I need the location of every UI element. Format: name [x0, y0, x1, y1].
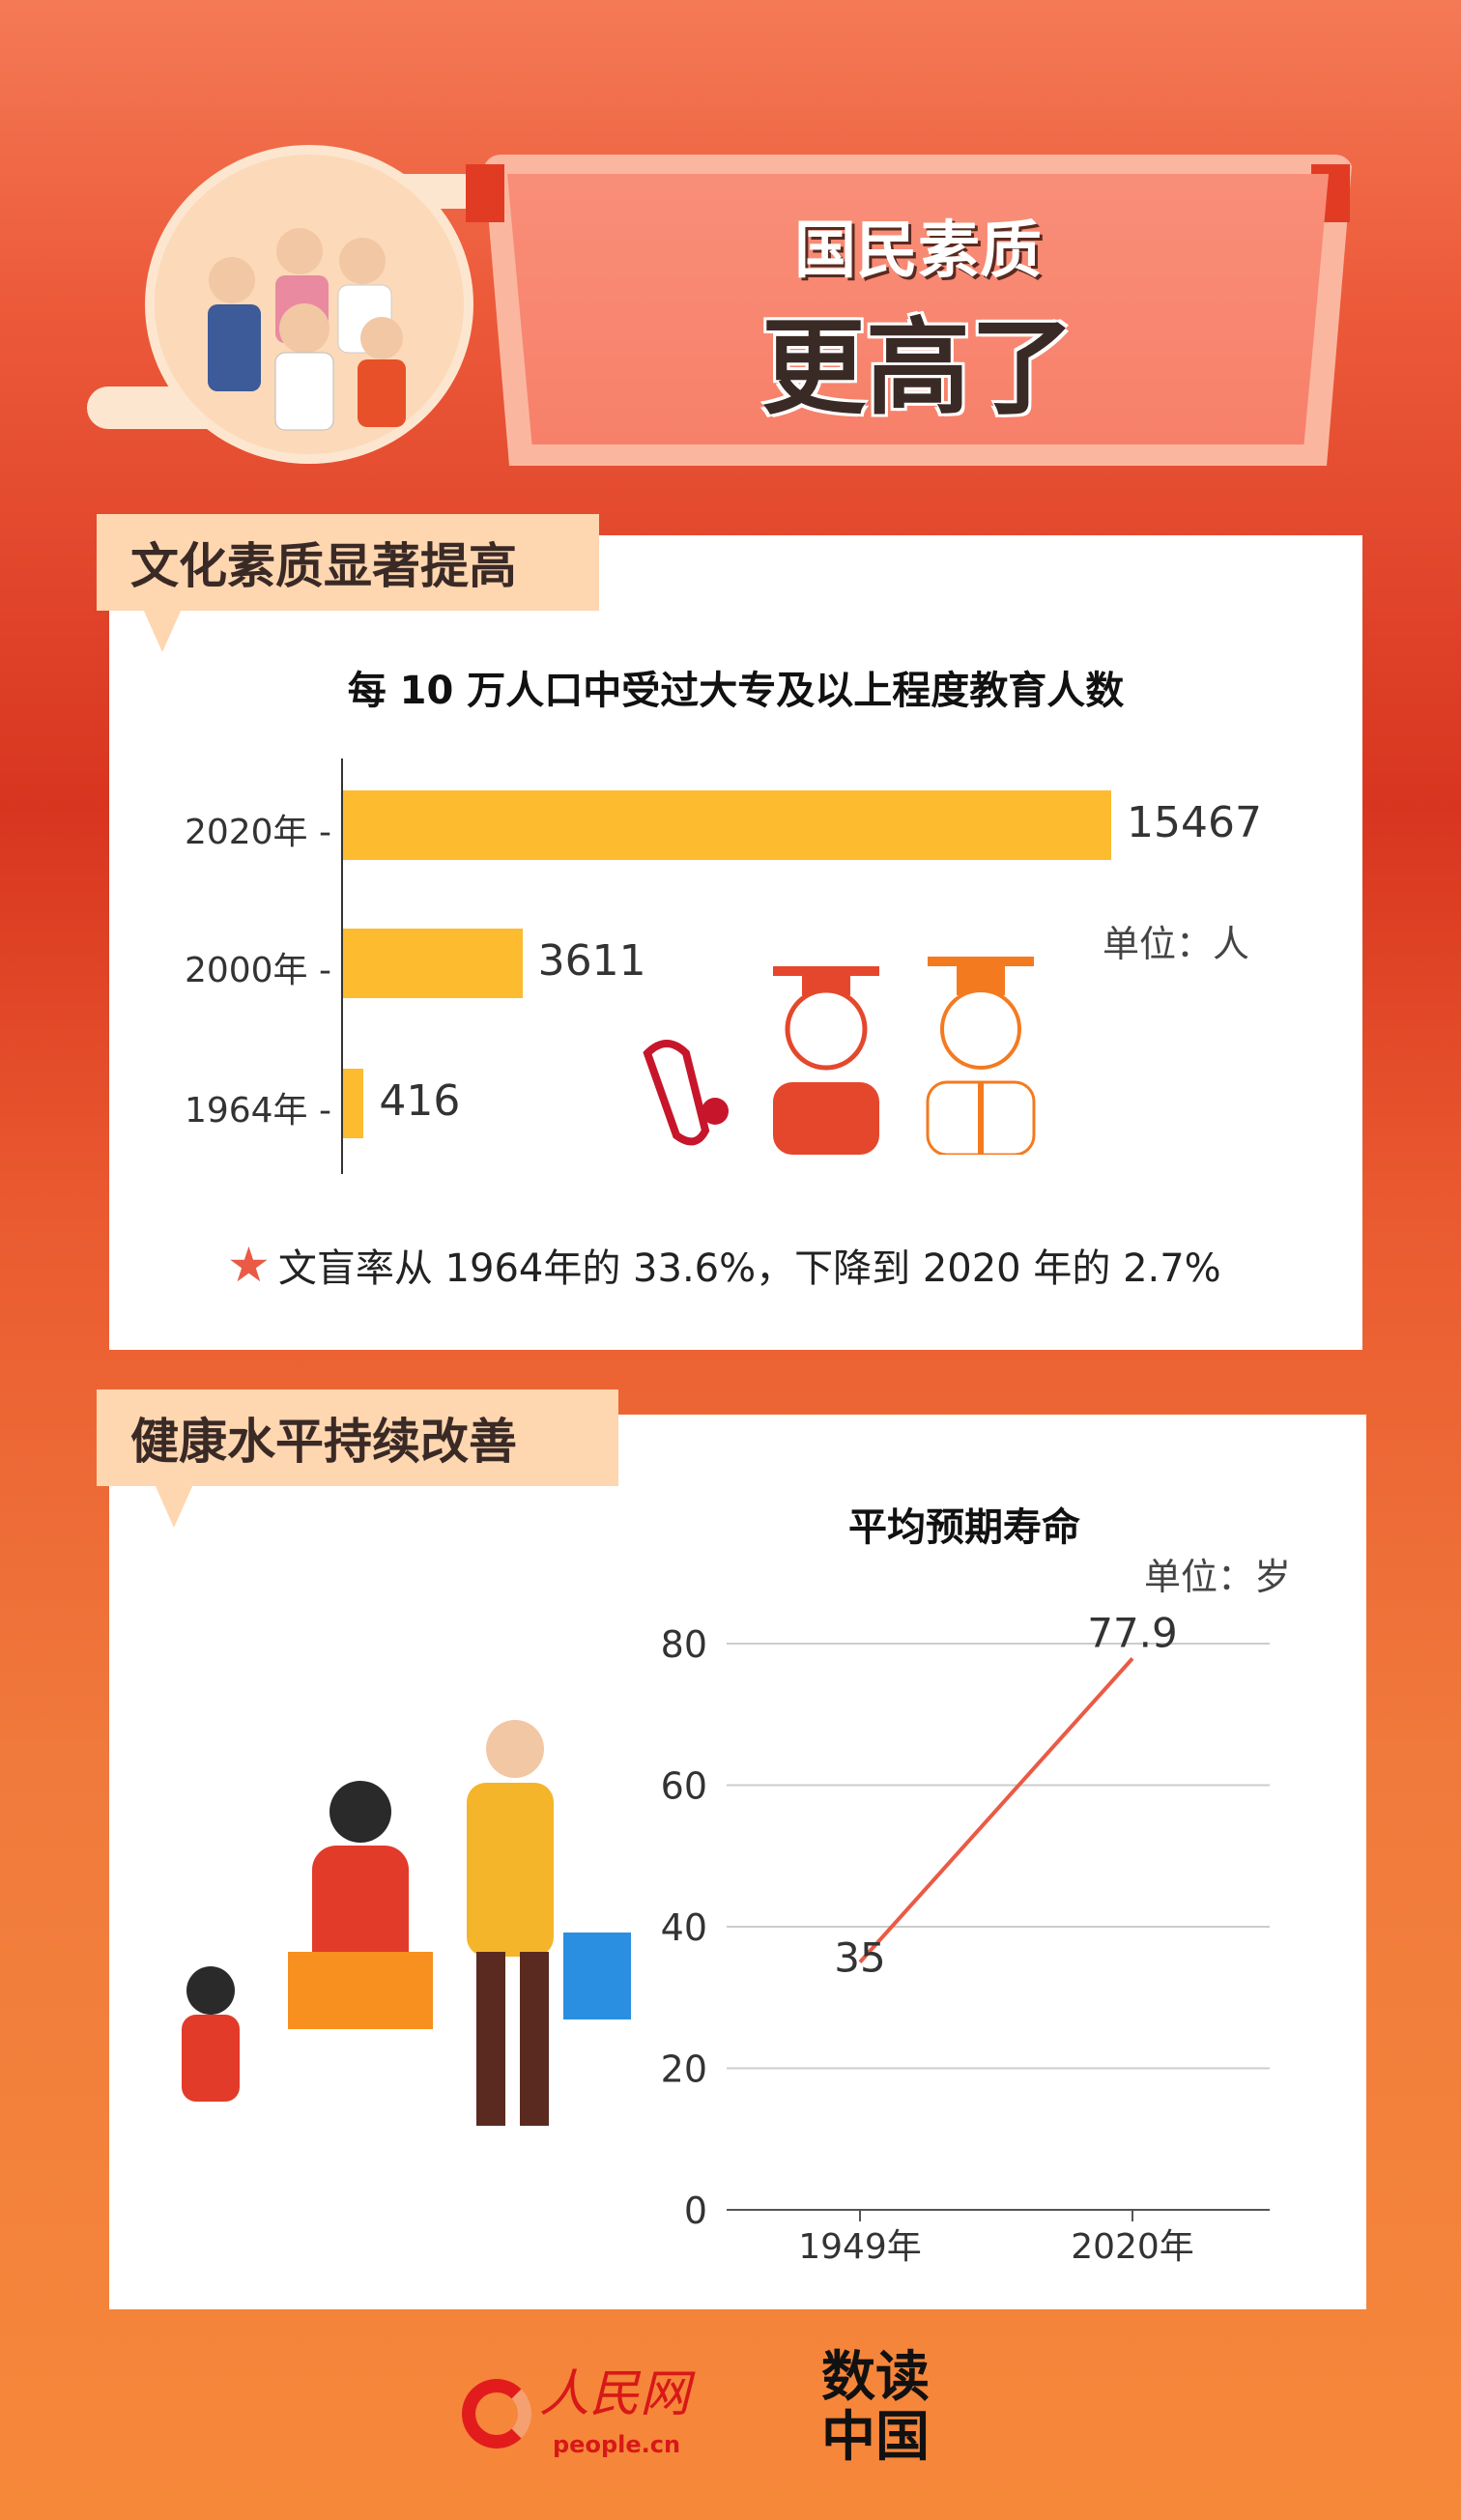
page-title-line1: 国民素质	[794, 215, 1042, 287]
people-logo-icon	[462, 2379, 531, 2448]
section-label-education: 文化素质显著提高	[97, 514, 599, 611]
label-pointer	[143, 609, 182, 652]
bar-1964年	[343, 1069, 364, 1138]
bar-2020年	[343, 790, 1111, 860]
bar-2000年	[343, 929, 523, 998]
unit-label: 单位：人	[1103, 923, 1250, 965]
star-icon: ★	[227, 1237, 271, 1293]
chart-title: 每 10 万人口中受过大专及以上程度教育人数	[347, 669, 1125, 713]
shudu-zhongguo-logo: 数读中国	[821, 2345, 930, 2469]
category-label: 2000年 -	[184, 951, 331, 990]
illiteracy-note: ★ 文盲率从 1964年的 33.6%，下降到 2020 年的 2.7%	[227, 1237, 1221, 1293]
value-label: 416	[379, 1076, 461, 1126]
banner-ribbon	[466, 164, 504, 222]
people-logo-sub: people.cn	[553, 2431, 681, 2458]
y-axis	[341, 759, 343, 1174]
chart-title: 平均预期寿命	[848, 1505, 1080, 1550]
value-label: 15467	[1127, 798, 1262, 847]
professionals-illustration	[145, 145, 473, 464]
page-title-line2: 更高了	[760, 308, 1074, 429]
family-shopping-illustration	[153, 1710, 636, 2159]
illiteracy-note-text: 文盲率从 1964年的 33.6%，下降到 2020 年的 2.7%	[277, 1246, 1221, 1291]
label-pointer	[155, 1484, 193, 1528]
value-label: 3611	[537, 936, 646, 986]
category-label: 2020年 -	[184, 813, 331, 852]
education-card	[109, 535, 1362, 1350]
title-banner-inner	[507, 174, 1329, 444]
section-label-health: 健康水平持续改善	[97, 1389, 618, 1486]
category-label: 1964年 -	[184, 1091, 331, 1131]
people-logo: 人民网	[539, 2365, 691, 2423]
graduates-illustration	[638, 957, 1053, 1159]
unit-label: 单位：岁	[1144, 1556, 1292, 1598]
